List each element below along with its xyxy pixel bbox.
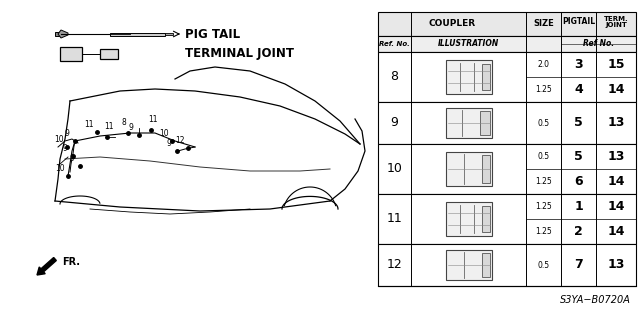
Text: ILLUSTRATION: ILLUSTRATION — [438, 40, 499, 48]
Bar — [378, 194, 636, 244]
FancyArrow shape — [37, 257, 56, 275]
Bar — [378, 102, 636, 144]
Text: 1: 1 — [574, 200, 583, 213]
Text: 10: 10 — [55, 164, 65, 173]
Bar — [60, 47, 82, 61]
Text: 12: 12 — [175, 136, 185, 145]
Text: TERMINAL JOINT: TERMINAL JOINT — [185, 48, 294, 61]
Text: FR.: FR. — [62, 257, 80, 267]
Text: 14: 14 — [607, 200, 625, 213]
Text: 8: 8 — [122, 118, 126, 127]
Text: 5: 5 — [574, 116, 583, 130]
Text: 14: 14 — [607, 175, 625, 188]
Text: 2: 2 — [574, 225, 583, 238]
Text: 1.25: 1.25 — [535, 227, 552, 236]
Bar — [378, 244, 636, 286]
Bar — [378, 144, 636, 194]
Bar — [100, 49, 118, 59]
Text: 14: 14 — [607, 225, 625, 238]
Text: SIZE: SIZE — [533, 19, 554, 28]
Text: 3: 3 — [574, 58, 583, 71]
Bar — [55, 32, 61, 36]
Text: 9: 9 — [129, 123, 133, 132]
Text: 5: 5 — [574, 150, 583, 163]
Text: 11: 11 — [104, 122, 114, 131]
Text: 13: 13 — [607, 116, 625, 130]
Text: 13: 13 — [607, 258, 625, 271]
Bar — [481, 155, 490, 183]
Text: PIG TAIL: PIG TAIL — [185, 27, 240, 41]
Text: 6: 6 — [574, 175, 583, 188]
Text: 0.5: 0.5 — [538, 152, 550, 161]
Bar — [481, 253, 490, 277]
Text: TERM.
JOINT: TERM. JOINT — [604, 16, 628, 28]
Text: S3YA−B0720A: S3YA−B0720A — [560, 295, 631, 305]
Text: 11: 11 — [148, 115, 157, 124]
Bar — [479, 111, 490, 135]
Polygon shape — [58, 30, 68, 38]
Text: 9: 9 — [166, 139, 172, 148]
Bar — [378, 12, 636, 36]
Text: 8: 8 — [390, 70, 399, 84]
Text: 10: 10 — [159, 129, 169, 138]
Text: 14: 14 — [607, 83, 625, 96]
Text: 0.5: 0.5 — [538, 118, 550, 128]
Bar — [481, 64, 490, 90]
Text: 12: 12 — [387, 258, 403, 271]
Text: 15: 15 — [607, 58, 625, 71]
Text: 10: 10 — [387, 162, 403, 175]
Text: 9: 9 — [65, 129, 69, 138]
Bar — [165, 33, 173, 35]
Bar — [378, 36, 636, 52]
Text: 1.25: 1.25 — [535, 202, 552, 211]
Text: 7: 7 — [574, 258, 583, 271]
Bar — [445, 202, 492, 236]
Text: COUPLER: COUPLER — [428, 19, 476, 28]
Text: 9: 9 — [70, 154, 74, 163]
Text: 9: 9 — [390, 116, 399, 130]
Text: PIGTAIL: PIGTAIL — [562, 18, 595, 26]
Text: 9: 9 — [63, 144, 67, 153]
Bar — [445, 152, 492, 186]
Text: Ref No.: Ref No. — [583, 40, 614, 48]
Bar — [378, 52, 636, 102]
Text: 11: 11 — [84, 120, 93, 129]
Text: 11: 11 — [387, 212, 403, 226]
Bar — [110, 33, 165, 35]
Text: 0.5: 0.5 — [538, 261, 550, 270]
Text: 10: 10 — [54, 135, 64, 144]
Bar — [445, 108, 492, 138]
Text: 4: 4 — [574, 83, 583, 96]
Text: 1.25: 1.25 — [535, 177, 552, 186]
Bar — [481, 206, 490, 232]
Text: 13: 13 — [607, 150, 625, 163]
Text: 1.25: 1.25 — [535, 85, 552, 94]
Text: Ref. No.: Ref. No. — [379, 41, 410, 47]
Bar — [445, 250, 492, 280]
Bar — [445, 60, 492, 94]
Text: 2.0: 2.0 — [538, 60, 550, 69]
